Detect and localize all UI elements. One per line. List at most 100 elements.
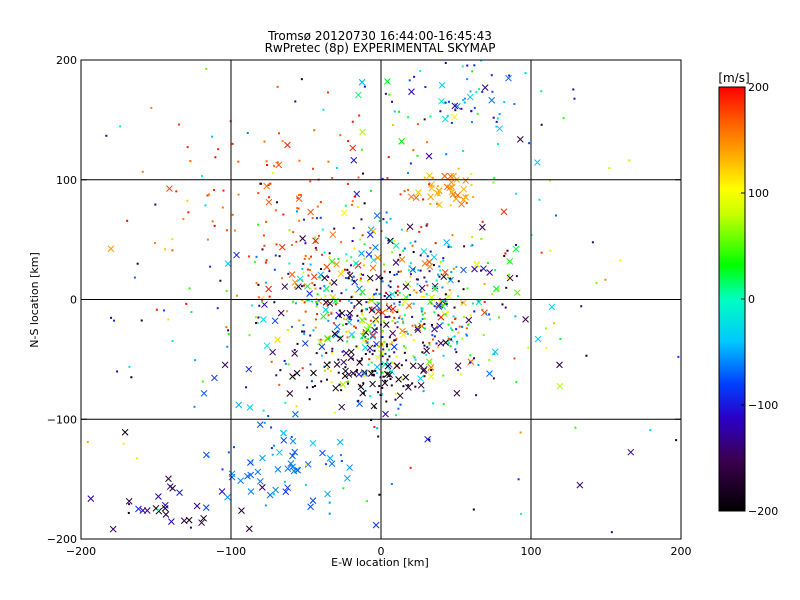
- data-point-dot: [154, 241, 157, 244]
- data-point-dot: [209, 265, 212, 268]
- data-point-x: [369, 380, 376, 388]
- data-point-dot: [422, 198, 425, 201]
- data-point-dot: [359, 360, 362, 363]
- data-point-dot: [391, 123, 394, 126]
- data-point-dot: [371, 374, 374, 377]
- data-point-dot: [455, 265, 458, 268]
- data-point-x: [548, 303, 556, 311]
- data-point-dot: [450, 121, 453, 124]
- data-point-dot: [316, 303, 319, 306]
- data-point-x: [357, 383, 365, 391]
- data-point-dot: [395, 273, 398, 276]
- data-point-x: [351, 278, 359, 286]
- data-point-dot: [281, 277, 284, 280]
- data-point-dot: [481, 90, 484, 93]
- data-point-dot: [340, 241, 343, 244]
- data-point-x: [384, 78, 391, 85]
- data-point-dot: [417, 269, 420, 272]
- data-point-dot: [393, 239, 396, 242]
- data-point-dot: [428, 343, 431, 346]
- data-point-dot: [313, 284, 316, 287]
- data-point-dot: [189, 160, 192, 163]
- data-point-dot: [255, 255, 258, 258]
- data-point-dot: [323, 365, 326, 368]
- data-point-dot: [472, 508, 475, 511]
- data-point-x: [228, 470, 236, 478]
- data-point-dot: [470, 183, 473, 186]
- data-point-dot: [369, 246, 372, 249]
- data-point-dot: [327, 91, 330, 94]
- data-point-dot: [574, 426, 577, 429]
- data-point-x: [324, 335, 332, 343]
- data-point-dot: [348, 271, 351, 274]
- data-point-dot: [342, 317, 345, 320]
- data-point-dot: [457, 280, 460, 283]
- data-point-dot: [311, 386, 314, 389]
- data-point-dot: [399, 193, 402, 196]
- data-point-dot: [324, 294, 327, 297]
- data-point-dot: [257, 283, 260, 286]
- data-point-x: [447, 276, 454, 284]
- data-point-dot: [292, 231, 295, 234]
- data-point-dot: [370, 306, 373, 309]
- data-point-dot: [354, 195, 357, 198]
- data-point-dot: [352, 306, 355, 309]
- data-point-dot: [360, 148, 363, 151]
- data-point-dot: [175, 190, 178, 193]
- data-point-dot: [423, 344, 426, 347]
- data-point-dot: [375, 288, 378, 291]
- data-point-dot: [187, 211, 190, 214]
- data-point-dot: [414, 385, 417, 388]
- data-point-dot: [425, 292, 428, 295]
- data-point-dot: [304, 310, 307, 313]
- data-point-dot: [127, 511, 130, 514]
- data-point-dot: [340, 389, 343, 392]
- data-point-x: [441, 269, 449, 276]
- data-point-dot: [432, 176, 435, 179]
- data-point-dot: [282, 213, 285, 216]
- data-points: [86, 60, 680, 534]
- data-point-x: [438, 81, 446, 89]
- data-point-dot: [296, 196, 299, 199]
- data-point-dot: [494, 269, 497, 272]
- data-point-dot: [421, 313, 424, 316]
- data-point-x: [453, 389, 461, 397]
- data-point-dot: [338, 315, 341, 318]
- data-point-dot: [350, 279, 353, 282]
- data-point-x: [228, 473, 236, 481]
- data-point-dot: [301, 299, 304, 302]
- data-point-dot: [334, 317, 337, 320]
- data-point-dot: [450, 271, 453, 274]
- data-point-dot: [431, 323, 434, 326]
- data-point-dot: [264, 261, 267, 264]
- data-point-dot: [385, 211, 388, 214]
- data-point-dot: [371, 369, 374, 372]
- data-point-dot: [415, 291, 418, 294]
- data-point-x: [372, 521, 380, 529]
- data-point-dot: [391, 311, 394, 314]
- data-point-dot: [485, 312, 488, 315]
- data-point-dot: [304, 483, 307, 486]
- data-point-dot: [86, 440, 89, 443]
- data-point-dot: [421, 307, 424, 310]
- data-point-dot: [311, 282, 314, 285]
- data-point-x: [296, 275, 304, 283]
- data-point-dot: [457, 167, 460, 170]
- data-point-dot: [506, 249, 509, 252]
- data-point-dot: [591, 241, 594, 244]
- data-point-dot: [227, 451, 230, 454]
- data-point-dot: [595, 281, 598, 284]
- data-point-dot: [373, 293, 376, 296]
- data-point-dot: [367, 338, 370, 341]
- data-point-dot: [274, 254, 277, 257]
- data-point-dot: [250, 460, 253, 463]
- data-point-dot: [347, 382, 350, 385]
- data-point-x: [431, 325, 438, 333]
- data-point-dot: [411, 382, 414, 385]
- data-point-dot: [345, 288, 348, 291]
- data-point-x: [333, 260, 340, 268]
- data-point-x: [263, 182, 271, 190]
- data-point-x: [454, 362, 462, 370]
- data-point-x: [166, 483, 174, 490]
- data-point-dot: [302, 262, 305, 265]
